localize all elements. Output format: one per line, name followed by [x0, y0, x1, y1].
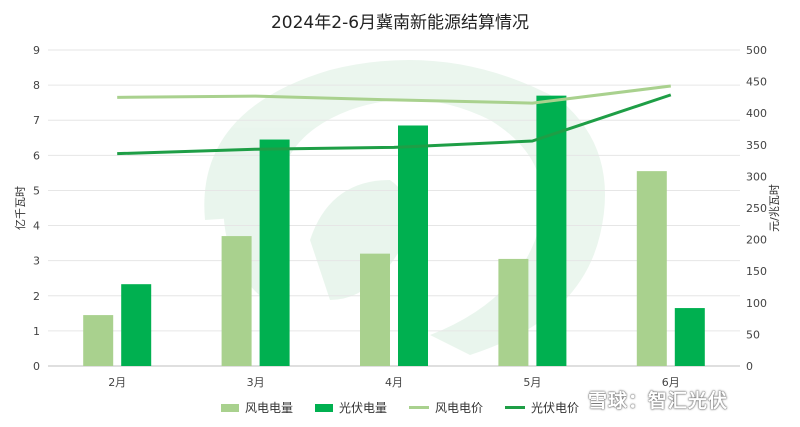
x-tick-label: 2月	[108, 376, 126, 389]
y-tick-label-right: 150	[746, 265, 767, 278]
bar-pv-volume	[674, 308, 705, 366]
legend-item-wind-volume: 风电电量	[220, 399, 293, 416]
bars-group	[83, 95, 705, 367]
y-tick-label-left: 8	[33, 79, 40, 92]
gridlines	[48, 49, 740, 367]
legend-swatch	[505, 406, 526, 409]
y-tick-label-right: 500	[746, 44, 767, 57]
axes-group: 0 1 2 3 4 5 6 7 8 9 0 50 100 150 200 250 300 350 400 450 500…	[33, 44, 767, 389]
chart-title: 2024年2-6月冀南新能源结算情况	[270, 13, 530, 33]
bar-wind-volume	[221, 236, 252, 366]
legend-item-pv-price: 光伏电价	[505, 399, 579, 416]
bar-pv-volume	[536, 95, 567, 367]
legend-swatch	[409, 406, 429, 409]
bar-wind-volume	[83, 315, 114, 366]
x-tick-label: 4月	[385, 376, 403, 389]
legend-label: 风电电量	[244, 401, 293, 415]
legend: 风电电量 光伏电量 风电电价 光伏电价	[0, 399, 800, 416]
y-tick-label-left: 3	[33, 255, 40, 268]
y-tick-label-right: 350	[746, 139, 767, 152]
bar-pv-volume	[259, 139, 290, 366]
y-axis-label-left: 亿千瓦时	[14, 186, 27, 230]
y-tick-label-left: 5	[33, 184, 40, 197]
y-tick-label-left: 2	[33, 290, 40, 303]
legend-swatch	[220, 403, 239, 412]
y-tick-label-right: 50	[746, 328, 760, 341]
y-axis-label-right: 元/兆瓦时	[768, 184, 781, 232]
line-pv-price	[117, 93, 672, 156]
legend-label: 风电电价	[435, 401, 484, 415]
y-tick-label-right: 0	[746, 360, 753, 373]
y-tick-label-right: 450	[746, 76, 767, 89]
bar-wind-volume	[498, 258, 529, 366]
bar-wind-volume	[360, 253, 390, 366]
y-tick-label-left: 7	[33, 114, 40, 127]
line-wind-price	[117, 84, 671, 105]
y-tick-label-left: 6	[33, 149, 40, 162]
legend-label: 光伏电价	[531, 401, 580, 415]
x-tick-label: 5月	[523, 376, 541, 389]
bar-pv-volume	[398, 125, 428, 366]
bar-pv-volume	[121, 284, 152, 366]
legend-swatch	[314, 403, 333, 412]
legend-item-wind-price: 风电电价	[409, 399, 483, 416]
y-tick-label-right: 300	[746, 170, 767, 183]
lines-group	[117, 84, 672, 156]
bar-wind-volume	[636, 171, 667, 366]
y-tick-label-left: 1	[33, 325, 40, 338]
x-tick-label: 3月	[247, 376, 265, 389]
y-tick-label-right: 200	[746, 234, 767, 247]
x-tick-label: 6月	[662, 376, 680, 389]
y-tick-label-left: 4	[33, 220, 40, 233]
y-tick-label-right: 100	[746, 297, 767, 310]
legend-item-pv-volume: 光伏电量	[314, 399, 387, 416]
legend-label: 光伏电量	[338, 401, 387, 415]
y-tick-label-left: 9	[33, 44, 40, 57]
y-tick-label-left: 0	[33, 360, 40, 373]
y-tick-label-right: 400	[746, 107, 767, 120]
y-tick-label-right: 250	[746, 202, 767, 215]
watermark: 雪球：智汇光伏	[588, 390, 729, 412]
